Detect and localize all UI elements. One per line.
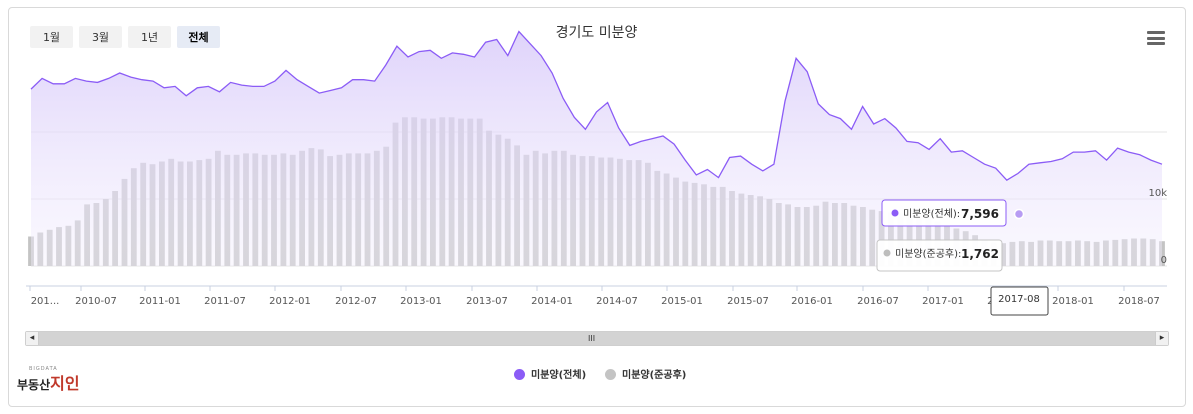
x-tick-label: 2011-01 [139,296,181,307]
x-tick-label: 2015-07 [727,296,769,307]
x-tick-label: 201... [31,296,60,307]
x-tick-label: 2012-07 [335,296,377,307]
brand-logo: BIGDATA 부동산지인 [17,366,80,394]
legend-item-total[interactable]: 미분양(전체) [514,366,586,381]
x-axis-tooltip: 2017-08 [990,286,1049,316]
x-axis-tooltip-label: 2017-08 [998,294,1040,305]
x-tick-label: 2013-07 [466,296,508,307]
logo-text: 부동산 [17,378,51,392]
legend-label-total: 미분양(전체) [531,370,587,381]
hover-point-marker [1013,208,1025,220]
range-button-all[interactable]: 전체 [177,26,220,48]
scroll-thumb-grip[interactable]: III [588,334,596,343]
x-tick-label: 2016-07 [857,296,899,307]
area-fill-total [31,31,1162,266]
y-tick-label: 0 [1161,255,1167,266]
tooltip-post-label: 미분양(준공후): [895,248,961,260]
hamburger-menu-icon[interactable] [1147,31,1165,45]
range-button-1y[interactable]: 1년 [128,26,171,48]
range-button-1m[interactable]: 1월 [30,26,73,48]
legend-dot-total-icon [514,369,525,380]
x-tick-label: 2010-07 [75,296,117,307]
x-tick-label: 2016-01 [791,296,833,307]
x-tick-label: 2015-01 [661,296,703,307]
x-tick-label: 2018-07 [1118,296,1160,307]
y-tick-label: 10k [1148,188,1167,199]
tooltip-total-label: 미분양(전체): [903,208,960,220]
legend-label-post: 미분양(준공후) [622,370,687,381]
line-total[interactable] [30,30,1163,182]
x-tick-label: 2018-01 [1052,296,1094,307]
logo-tagline: BIGDATA [29,366,58,372]
legend-item-post[interactable]: 미분양(준공후) [605,366,686,381]
x-tick-label: 2013-01 [400,296,442,307]
x-axis: 201... 2010-07 2011-01 2011-07 2012-01 2012-0… [26,285,1167,307]
x-tick-label: 2011-07 [204,296,246,307]
tooltip-total-value: 7,596 [961,207,999,221]
legend-dot-post-icon [605,369,616,380]
x-tick-label: 2012-01 [269,296,311,307]
x-tick-label: 2014-01 [531,296,573,307]
logo-brand: 지인 [50,374,80,393]
x-tick-label: 2014-07 [596,296,638,307]
chart-title: 경기도 미분양 [555,25,638,41]
tooltip-total: 미분양(전체): 7,596 [881,199,1007,227]
x-tick-label: 2017-01 [922,296,964,307]
scroll-right-arrow[interactable]: ▸ [1155,332,1168,345]
y-axis-right: 0 10k [1148,188,1167,266]
range-button-3m[interactable]: 3월 [79,26,122,48]
scroll-left-arrow[interactable]: ◂ [26,332,39,345]
scrollbar[interactable]: ◂ III ▸ [25,331,1169,346]
tooltip-post: 미분양(준공후): 1,762 [876,239,1003,272]
tooltip-post-value: 1,762 [961,247,999,261]
area-series-total [30,30,1163,266]
